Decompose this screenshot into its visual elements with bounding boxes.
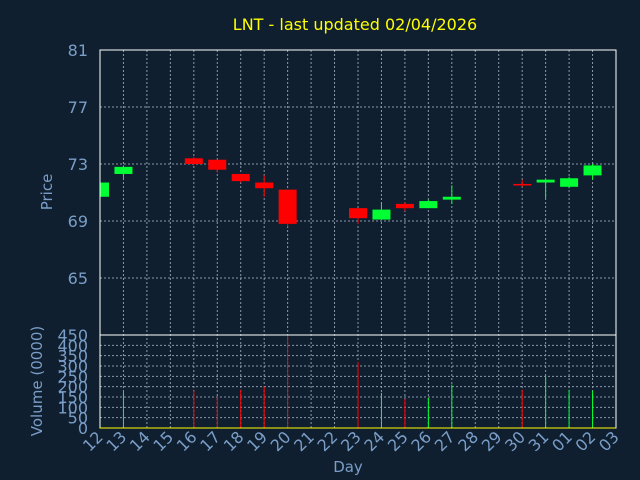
candle-body [372, 209, 391, 220]
candle-body [536, 179, 555, 183]
candle-body [583, 165, 602, 176]
price-tick-label: 81 [68, 41, 88, 60]
candle-body [114, 166, 133, 174]
candle-body [349, 208, 367, 219]
x-axis-title: Day [333, 458, 363, 476]
volume-tick-label: 200 [57, 378, 88, 397]
price-tick-label: 65 [68, 269, 88, 288]
chart-title: LNT - last updated 02/04/2026 [233, 15, 477, 34]
volume-tick-label: 400 [57, 336, 88, 355]
x-tick-label: 03 [595, 427, 623, 455]
volume-tick-label: 350 [57, 347, 88, 366]
candle-body [100, 182, 109, 197]
volume-tick-label: 300 [57, 357, 88, 376]
volume-tick-label: 450 [57, 326, 88, 345]
candle-body [419, 201, 438, 209]
price-tick-label: 69 [68, 212, 88, 231]
candle-body [513, 183, 532, 186]
candle-body [208, 159, 227, 170]
volume-tick-label: 250 [57, 367, 88, 386]
price-tick-label: 77 [68, 98, 88, 117]
volume-tick-label: 100 [57, 398, 88, 417]
candle-body [184, 158, 203, 164]
candle-body [395, 203, 414, 209]
volume-axis-title: Volume (0000) [28, 326, 46, 436]
candle-body [442, 196, 461, 200]
candle-body [278, 189, 297, 224]
candle-body [255, 182, 274, 189]
price-tick-label: 73 [68, 155, 88, 174]
volume-tick-label: 150 [57, 388, 88, 407]
volume-tick-label: 50 [68, 409, 88, 428]
price-axis-title: Price [38, 174, 56, 211]
candle-body [231, 173, 250, 182]
candle-body [560, 178, 579, 187]
volume-tick-label: 0 [78, 419, 88, 438]
price-panel-frame [99, 49, 617, 336]
